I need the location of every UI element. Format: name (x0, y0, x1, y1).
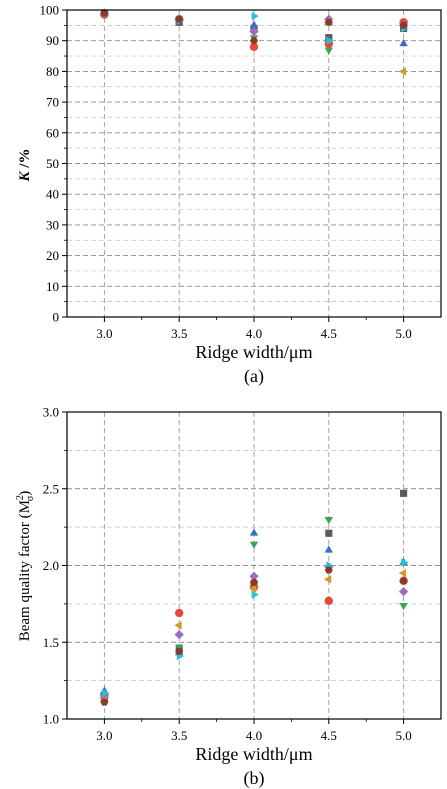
y-tick-label: 40 (46, 187, 59, 202)
data-point-triangle-right (101, 688, 110, 698)
data-point-triangle-right (326, 36, 334, 45)
data-point-hexagon (100, 9, 109, 17)
x-tick-label: 3.5 (171, 728, 187, 743)
data-point-hexagon (175, 648, 184, 655)
x-tick-label: 5.0 (395, 326, 411, 341)
grid-b (67, 412, 441, 719)
x-axis-label-a: Ridge width/μm (195, 342, 312, 362)
data-point-hexagon (250, 578, 258, 586)
y-tick-label: 2.5 (43, 481, 59, 496)
data-point-triangle-up (249, 528, 259, 536)
y-tick-label: 10 (46, 279, 59, 294)
y-ticks-b: 1.0 1.5 2.0 2.5 3.0 (43, 405, 67, 727)
x-tick-label: 4.5 (321, 728, 337, 743)
data-point-circle (175, 608, 184, 618)
data-point-hexagon (399, 21, 408, 29)
y-ticks-a: 0 10 20 30 40 50 60 70 80 90 100 (40, 3, 67, 325)
data-point-triangle-right (401, 558, 409, 567)
chart-b: 1.0 1.5 2.0 2.5 3.0 3.0 3.5 4.0 4.5 5.0 Beam qua… (15, 405, 442, 789)
data-point-square (325, 34, 333, 42)
data-point-diamond (249, 571, 259, 581)
x-tick-label: 4.0 (246, 728, 262, 743)
data-point-hexagon (324, 18, 333, 26)
data-point-square (325, 529, 333, 537)
data-point-triangle-up (324, 545, 333, 553)
data-point-hexagon (250, 37, 258, 45)
x-tick-label: 3.5 (171, 326, 187, 341)
data-point-triangle-down (324, 517, 333, 525)
data-point-circle (324, 596, 333, 606)
y-tick-label: 50 (46, 156, 59, 171)
data-point-triangle-left (323, 575, 332, 584)
data-point-triangle-left (249, 584, 257, 593)
x-tick-label: 5.0 (395, 728, 411, 743)
data-point-triangle-left (398, 67, 407, 76)
data-point-diamond (398, 586, 409, 597)
data-point-triangle-left (174, 621, 182, 630)
data-point-triangle-down (399, 602, 408, 611)
data-point-triangle-down (249, 541, 259, 549)
y-tick-label: 30 (46, 217, 59, 232)
data-point-hexagon (324, 566, 333, 574)
x-tick-label: 4.0 (246, 326, 262, 341)
panel-label-a: (a) (244, 366, 264, 387)
panel-label-b: (b) (244, 768, 265, 789)
data-point-circle (249, 42, 259, 52)
points-b (99, 489, 409, 706)
y-axis-label-b: Beam quality factor (M2σ) (15, 491, 36, 642)
chart-a: 0 10 20 30 40 50 60 70 80 90 100 3.0 3.5 4.0 4.5 5.0 K… (17, 3, 442, 387)
data-point-triangle-right (251, 590, 259, 599)
data-point-diamond (174, 629, 184, 640)
data-point-diamond (249, 26, 259, 37)
y-tick-label: 90 (46, 33, 59, 48)
data-point-hexagon (175, 15, 184, 23)
y-tick-label: 20 (46, 248, 59, 263)
plot-frame-b (66, 411, 442, 720)
x-ticks-b: 3.0 3.5 4.0 4.5 5.0 (96, 719, 412, 743)
y-tick-label: 3.0 (43, 405, 59, 420)
plot-frame-a (66, 9, 442, 318)
data-point-square (400, 489, 408, 497)
data-point-triangle-right (251, 11, 259, 21)
y-axis-label-a: K /% (17, 149, 33, 183)
data-point-hexagon (100, 698, 109, 706)
x-axis-label-b: Ridge width/μm (195, 744, 312, 764)
y-tick-label: 60 (46, 125, 59, 140)
data-point-triangle-up (249, 20, 259, 28)
data-point-triangle-down (324, 47, 333, 55)
y-tick-label: 1.5 (43, 635, 59, 650)
data-point-triangle-up (399, 38, 408, 47)
points-a (99, 8, 409, 76)
y-tick-label: 100 (40, 3, 60, 18)
x-tick-label: 3.0 (96, 326, 112, 341)
x-tick-label: 4.5 (321, 326, 337, 341)
data-point-hexagon (399, 577, 408, 585)
y-tick-label: 70 (46, 95, 59, 110)
data-point-triangle-left (398, 568, 407, 578)
x-tick-label: 3.0 (96, 728, 112, 743)
y-tick-label: 0 (53, 310, 60, 325)
grid-a (67, 10, 441, 317)
x-ticks-a: 3.0 3.5 4.0 4.5 5.0 (96, 317, 412, 341)
y-tick-label: 2.0 (43, 558, 59, 573)
y-tick-label: 1.0 (43, 712, 59, 727)
y-tick-label: 80 (46, 64, 59, 79)
